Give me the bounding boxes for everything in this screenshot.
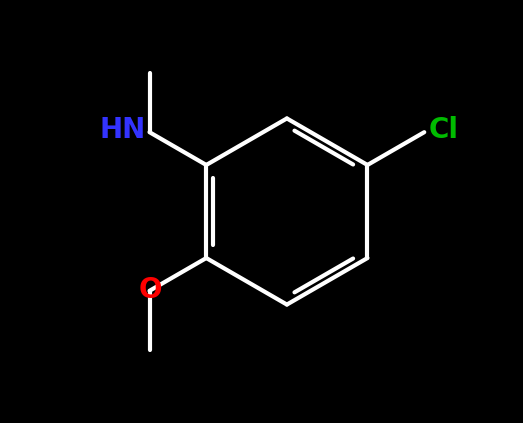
Text: Cl: Cl [428, 116, 459, 144]
Text: O: O [139, 276, 162, 304]
Text: HN: HN [100, 115, 146, 144]
